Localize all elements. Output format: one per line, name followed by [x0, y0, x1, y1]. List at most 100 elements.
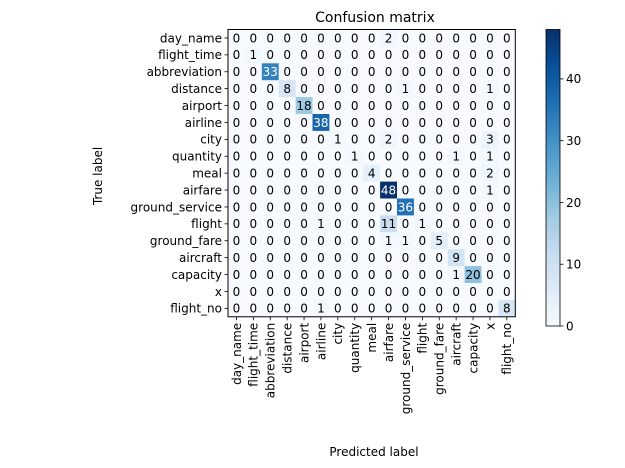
- cell-value-label: 0: [368, 251, 376, 265]
- x-tick-label: x: [483, 323, 497, 330]
- cell-value-label: 0: [250, 268, 258, 282]
- heatmap-cell: [312, 63, 330, 81]
- cell-value-label: 0: [368, 48, 376, 62]
- cell-value-label: 0: [402, 48, 410, 62]
- cell-value-label: 0: [334, 116, 342, 130]
- cell-value-label: 0: [368, 200, 376, 214]
- heatmap-cell: [413, 299, 432, 318]
- cell-value-label: 0: [402, 99, 410, 113]
- cell-value-label: 0: [300, 200, 308, 214]
- heatmap-cell: [464, 130, 482, 149]
- cell-value-label: 0: [334, 99, 342, 113]
- cell-value-label: 0: [250, 234, 258, 248]
- heatmap-cell: [413, 249, 432, 267]
- colorbar-segment: [546, 96, 560, 100]
- cell-value-label: 0: [486, 200, 494, 214]
- cell-value-label: 0: [419, 302, 427, 316]
- heatmap-cell: [481, 114, 499, 132]
- heatmap-cell: [346, 29, 364, 47]
- cell-value-label: 0: [300, 251, 308, 265]
- cell-value-label: 0: [317, 285, 325, 299]
- colorbar-segment: [546, 311, 560, 315]
- y-tick-label: ground_fare: [150, 234, 222, 248]
- heatmap-cell: [278, 283, 296, 301]
- colorbar-segment: [546, 135, 560, 139]
- cell-value-label: 0: [266, 116, 274, 130]
- heatmap-cell: [481, 97, 499, 115]
- colorbar-segment: [546, 256, 560, 260]
- heatmap-cell: [329, 114, 347, 132]
- cell-value-label: 0: [452, 183, 460, 197]
- colorbar-segment: [546, 145, 560, 149]
- heatmap-cell: [228, 147, 246, 165]
- y-tick-label: aircraft: [179, 251, 222, 265]
- heatmap-cell: [430, 130, 448, 149]
- colorbar-tick-label: 20: [566, 196, 581, 210]
- cell-value-label: 0: [452, 82, 460, 96]
- heatmap-cell: [346, 97, 364, 115]
- heatmap-cell: [481, 198, 499, 216]
- cell-value-label: 0: [351, 234, 359, 248]
- cell-value-label: 0: [385, 302, 393, 316]
- cell-value-label: 0: [300, 217, 308, 231]
- cell-value-label: 0: [300, 82, 308, 96]
- heatmap-cell: [228, 283, 246, 301]
- heatmap-cell: [447, 29, 465, 47]
- cell-value-label: 0: [385, 285, 393, 299]
- cell-value-label: 0: [469, 217, 477, 231]
- cell-value-label: 0: [402, 285, 410, 299]
- cell-value-label: 0: [368, 99, 376, 113]
- heatmap-cell: [261, 249, 279, 267]
- heatmap-cell: [363, 147, 381, 165]
- heatmap-cell: [346, 215, 364, 233]
- colorbar-segment: [546, 214, 560, 218]
- colorbar-segment: [546, 103, 560, 107]
- colorbar-segment: [546, 98, 560, 102]
- heatmap-cell: [312, 198, 330, 216]
- cell-value-label: 0: [351, 116, 359, 130]
- cell-value-label: 0: [385, 65, 393, 79]
- cell-value-label: 0: [503, 234, 511, 248]
- colorbar-segment: [546, 125, 560, 129]
- heatmap-cell: [380, 215, 398, 233]
- cell-value-label: 0: [334, 200, 342, 214]
- cell-value-label: 0: [435, 116, 443, 130]
- heatmap-cell: [430, 198, 448, 216]
- cell-value-label: 0: [351, 133, 359, 147]
- colorbar-segment: [546, 222, 560, 226]
- cell-value-label: 33: [263, 65, 278, 79]
- cell-value-label: 0: [402, 116, 410, 130]
- cell-value-label: 0: [334, 234, 342, 248]
- heatmap-cell: [447, 249, 465, 267]
- cell-value-label: 1: [250, 48, 258, 62]
- cell-value-label: 0: [233, 217, 241, 231]
- heatmap-cell: [363, 114, 381, 132]
- cell-value-label: 0: [250, 217, 258, 231]
- cell-value-label: 0: [402, 166, 410, 180]
- heatmap-cell: [413, 46, 432, 64]
- cell-value-label: 0: [469, 166, 477, 180]
- heatmap-cell: [312, 97, 330, 115]
- heatmap-cell: [346, 249, 364, 267]
- cell-value-label: 0: [334, 285, 342, 299]
- heatmap-cell: [397, 164, 415, 182]
- heatmap-cell: [228, 266, 246, 284]
- heatmap-cell: [447, 266, 465, 284]
- heatmap-cell: [261, 232, 279, 250]
- heatmap-cell: [498, 114, 516, 132]
- x-tick-label: airfare: [382, 323, 396, 362]
- heatmap-cell: [464, 299, 482, 318]
- heatmap-cell: [261, 80, 279, 98]
- cell-value-label: 0: [317, 133, 325, 147]
- cell-value-label: 0: [250, 251, 258, 265]
- cell-value-label: 1: [486, 82, 494, 96]
- y-tick-label: airport: [182, 99, 223, 113]
- heatmap-cell: [244, 29, 263, 47]
- heatmap-cell: [430, 249, 448, 267]
- cell-value-label: 5: [435, 234, 443, 248]
- heatmap-cell: [329, 198, 347, 216]
- cell-value-label: 0: [486, 99, 494, 113]
- colorbar-segment: [546, 175, 560, 179]
- heatmap-cell: [397, 97, 415, 115]
- cell-value-label: 0: [486, 251, 494, 265]
